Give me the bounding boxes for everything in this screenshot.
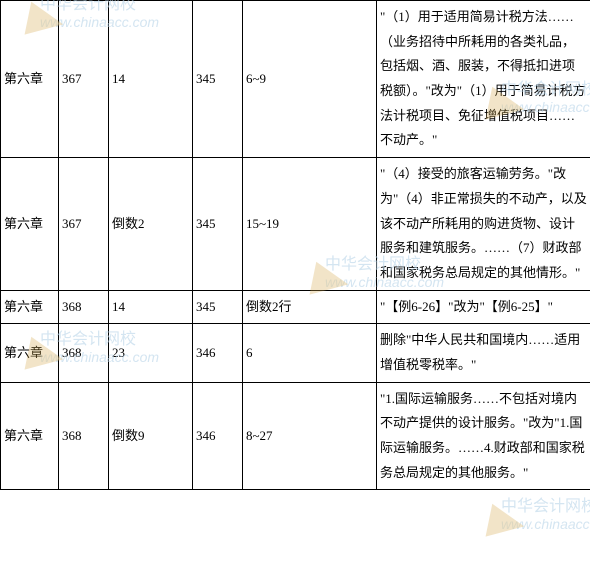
table-row: 第六章367倒数234515~19"（4）接受的旅客运输劳务。"改为"（4）非正…: [1, 158, 590, 290]
cell-line2: 6: [243, 324, 377, 382]
cell-page1: 368: [59, 382, 109, 490]
cell-change: "【例6-26】"改为"【例6-25】": [377, 290, 590, 324]
cell-page1: 367: [59, 158, 109, 290]
table-row: 第六章36814345倒数2行"【例6-26】"改为"【例6-25】": [1, 290, 590, 324]
cell-page1: 367: [59, 1, 109, 158]
cell-line2: 8~27: [243, 382, 377, 490]
cell-chapter: 第六章: [1, 382, 59, 490]
cell-change: 删除"中华人民共和国境内……适用增值税零税率。": [377, 324, 590, 382]
cell-page1: 368: [59, 290, 109, 324]
watermark-url: www.chinaacc.com: [501, 516, 590, 532]
cell-chapter: 第六章: [1, 158, 59, 290]
cell-line1: 倒数9: [109, 382, 193, 490]
cell-change: "1.国际运输服务……不包括对境内不动产提供的设计服务。"改为"1.国际运输服务…: [377, 382, 590, 490]
cell-chapter: 第六章: [1, 1, 59, 158]
table-row: 第六章368233466删除"中华人民共和国境内……适用增值税零税率。": [1, 324, 590, 382]
errata-table: 第六章367143456~9"（1）用于适用简易计税方法……（业务招待中所耗用的…: [0, 0, 590, 490]
cell-line1: 23: [109, 324, 193, 382]
cell-line1: 14: [109, 290, 193, 324]
watermark-5: 中华会计网校 www.chinaacc.com: [501, 497, 590, 533]
cell-page2: 345: [193, 1, 243, 158]
cell-line2: 倒数2行: [243, 290, 377, 324]
cell-change: "（1）用于适用简易计税方法……（业务招待中所耗用的各类礼品，包括烟、酒、服装，…: [377, 1, 590, 158]
cell-chapter: 第六章: [1, 324, 59, 382]
cell-chapter: 第六章: [1, 290, 59, 324]
cell-page1: 368: [59, 324, 109, 382]
cell-page2: 346: [193, 382, 243, 490]
cell-line2: 15~19: [243, 158, 377, 290]
cell-line1: 倒数2: [109, 158, 193, 290]
table-row: 第六章368倒数93468~27"1.国际运输服务……不包括对境内不动产提供的设…: [1, 382, 590, 490]
cell-page2: 345: [193, 290, 243, 324]
cell-line2: 6~9: [243, 1, 377, 158]
cell-line1: 14: [109, 1, 193, 158]
cell-change: "（4）接受的旅客运输劳务。"改为"（4）非正常损失的不动产，以及该不动产所耗用…: [377, 158, 590, 290]
cell-page2: 346: [193, 324, 243, 382]
table-row: 第六章367143456~9"（1）用于适用简易计税方法……（业务招待中所耗用的…: [1, 1, 590, 158]
watermark-cn: 中华会计网校: [501, 498, 590, 515]
cell-page2: 345: [193, 158, 243, 290]
